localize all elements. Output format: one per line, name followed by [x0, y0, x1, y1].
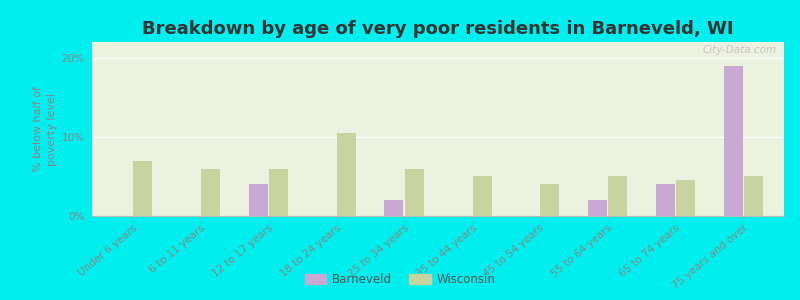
Bar — [385, 200, 403, 216]
Bar — [473, 176, 491, 216]
Bar — [337, 133, 356, 216]
Bar — [608, 176, 627, 216]
Bar — [202, 169, 220, 216]
Bar — [134, 160, 152, 216]
Bar — [541, 184, 559, 216]
Bar — [405, 169, 424, 216]
Title: Breakdown by age of very poor residents in Barneveld, WI: Breakdown by age of very poor residents … — [142, 20, 734, 38]
Bar — [588, 200, 607, 216]
Y-axis label: % below half of
poverty level: % below half of poverty level — [33, 86, 57, 172]
Bar — [676, 180, 695, 216]
Bar — [724, 66, 742, 216]
Legend: Barneveld, Wisconsin: Barneveld, Wisconsin — [300, 269, 500, 291]
Bar — [656, 184, 674, 216]
Text: City-Data.com: City-Data.com — [703, 46, 777, 56]
Bar — [249, 184, 268, 216]
Bar — [744, 176, 763, 216]
Bar — [269, 169, 288, 216]
